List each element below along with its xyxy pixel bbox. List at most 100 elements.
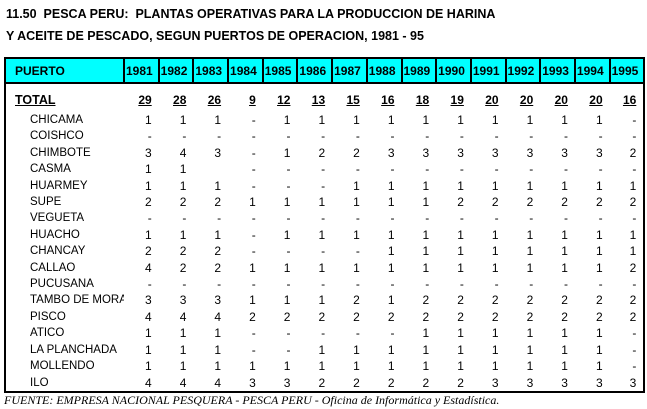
value-cell: 2 [526,293,534,308]
table-row-atico: ATICO 1 1 1 - - - - - 1 1 1 1 1 1 - [5,325,644,341]
table-row-chimbote: CHIMBOTE 3 4 3 - 1 2 2 3 3 3 3 3 3 3 2 [5,145,644,161]
value-cell: 2 [387,375,395,390]
value-cell: 1 [387,342,395,357]
value-cell: 1 [491,342,499,357]
value-cell: 1 [526,326,534,341]
value-cell: 2 [318,375,326,390]
value-cell: 1 [214,326,222,341]
value-cell: - [425,162,430,177]
value-cell: 1 [387,195,395,210]
value-cell: 2 [145,195,152,210]
value-cell: 2 [214,244,222,259]
value-cell: 1 [145,113,152,127]
value-cell: - [321,244,326,259]
value-cell: 28 [173,93,187,107]
value-cell: - [251,211,256,226]
value-cell: - [251,244,256,259]
value-cell: 2 [353,309,360,324]
value-cell: 1 [561,227,568,242]
value-cell: - [529,211,534,226]
value-cell: - [321,277,326,292]
value-cell: 1 [422,260,430,275]
value-cell: 2 [561,195,568,210]
table-row-vegueta: VEGUETA - - - - - - - - - - - - - - - [5,210,644,226]
value-cell: - [321,211,326,226]
value-cell: 2 [561,293,568,308]
value-cell: 2 [491,309,499,324]
value-cell: - [182,211,187,226]
value-cell: 2 [629,260,637,275]
value-cell: 1 [387,178,395,193]
value-cell: 1 [457,227,464,242]
value-cell: 3 [491,145,499,160]
value-cell: 18 [415,93,430,107]
value-cell: 1 [353,227,360,242]
value-cell: 1 [491,326,499,341]
value-cell: - [425,277,430,292]
value-cell: 1 [491,260,499,275]
value-cell: 2 [526,195,534,210]
value-cell: 1 [526,227,534,242]
value-cell: - [632,342,637,357]
value-cell: 3 [595,145,603,160]
value-cell: 3 [214,145,222,160]
value-cell: - [598,277,603,292]
row-label: PISCO [30,310,66,323]
value-cell: - [390,129,395,144]
value-cell: 1 [318,293,326,308]
value-cell: 2 [353,293,360,308]
value-cell: 2 [179,260,187,275]
value-cell: - [251,342,256,357]
year-header-1986: 1986 [296,57,334,84]
value-cell: 1 [595,326,603,341]
value-cell: - [563,211,568,226]
value-cell: - [459,129,464,144]
source-note: FUENTE: EMPRESA NACIONAL PESQUERA - PESC… [4,393,500,407]
value-cell: 1 [561,342,568,357]
value-cell: 1 [457,342,464,357]
value-cell: 2 [457,195,464,210]
value-cell: - [251,277,256,292]
table-title-line1: 11.50 PESCA PERU: PLANTAS OPERATIVAS PAR… [6,7,496,21]
value-cell: 4 [145,375,152,390]
value-cell: - [459,211,464,226]
value-cell: 1 [526,359,534,374]
row-label: CHICAMA [30,114,84,126]
value-cell: 1 [629,244,637,259]
row-label: LA PLANCHADA [30,343,117,356]
value-cell: 2 [422,375,430,390]
value-cell: - [251,326,256,341]
value-cell: - [355,129,360,144]
table-row-pucusana: PUCUSANA - - - - - - - - - - - - - - - [5,276,644,292]
value-cell: 1 [457,260,464,275]
value-cell: 2 [214,195,222,210]
value-cell: 4 [145,309,152,324]
value-cell: 1 [457,359,464,374]
value-cell: - [182,277,187,292]
value-cell: 2 [387,309,395,324]
value-cell: 1 [145,359,152,374]
value-cell: 1 [561,113,568,127]
value-cell: 20 [485,93,499,107]
value-cell: 1 [561,326,568,341]
table-row-supe: SUPE 2 2 2 1 1 1 1 1 1 2 2 2 2 2 2 [5,194,644,210]
value-cell: 1 [283,260,291,275]
table-row-chancay: CHANCAY 2 2 2 - - - - 1 1 1 1 1 1 1 1 [5,243,644,259]
value-cell: 2 [179,195,187,210]
value-cell: 1 [318,359,326,374]
value-cell: - [632,211,637,226]
value-cell: 1 [561,244,568,259]
value-cell: 3 [595,375,603,390]
value-cell: 1 [491,359,499,374]
value-cell: - [217,129,222,144]
value-cell: 2 [595,195,603,210]
value-cell: - [251,145,256,160]
value-cell: 1 [283,359,291,374]
puerto-header-cell: PUERTO [4,57,125,84]
row-label: CHIMBOTE [30,146,91,159]
value-cell: 1 [214,359,222,374]
value-cell: - [251,178,256,193]
value-cell: 3 [561,145,568,160]
value-cell: 1 [422,195,430,210]
value-cell: 1 [595,113,603,127]
